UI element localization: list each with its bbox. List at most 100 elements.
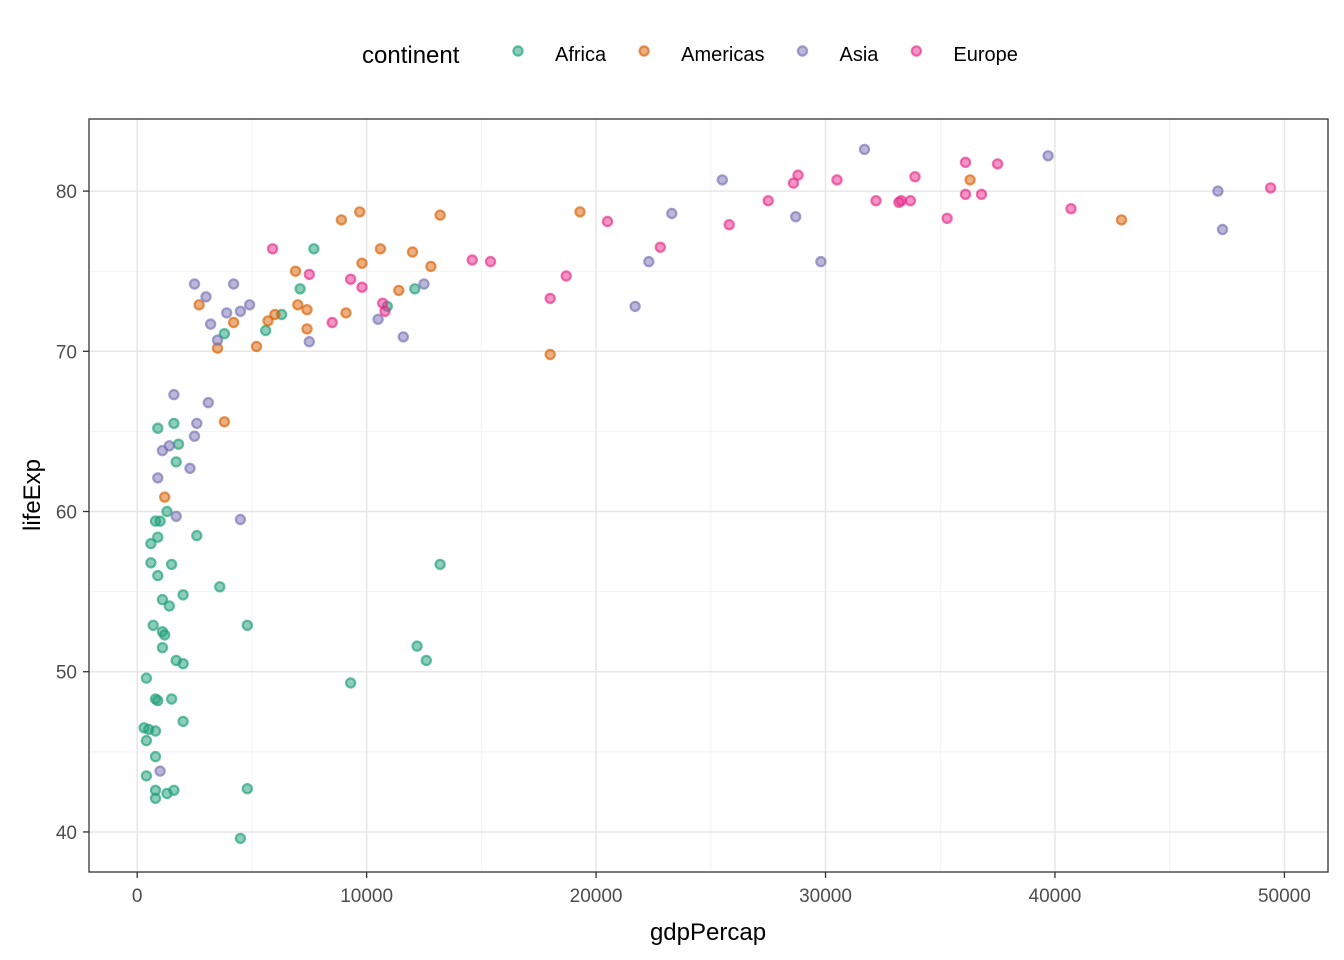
- y-axis: 40 50 60 70 80: [56, 182, 89, 844]
- legend-key-europe: [910, 45, 923, 57]
- legend-label-asia: Asia: [839, 44, 879, 66]
- point-europe: [959, 188, 972, 200]
- point-africa: [149, 725, 162, 737]
- point-europe: [792, 169, 804, 181]
- point-asia: [152, 472, 164, 484]
- x-tick-label: 20000: [570, 886, 623, 907]
- point-asia: [858, 143, 871, 156]
- point-asia: [397, 331, 409, 343]
- point-asia: [156, 444, 169, 457]
- point-europe: [326, 316, 338, 329]
- x-axis: 0 10000 20000 30000 40000 50000: [132, 872, 1311, 907]
- point-europe: [560, 270, 572, 282]
- point-africa: [411, 640, 423, 652]
- point-asia: [188, 278, 201, 290]
- legend-key-africa: [512, 45, 524, 57]
- point-europe: [941, 212, 953, 224]
- point-africa: [420, 654, 432, 667]
- point-europe: [303, 268, 315, 281]
- point-asia: [234, 305, 247, 317]
- legend-label-europe: Europe: [953, 44, 1018, 66]
- point-africa: [152, 569, 164, 582]
- point-americas: [574, 206, 586, 218]
- point-asia: [629, 300, 641, 313]
- point-africa: [156, 642, 169, 654]
- point-asia: [1216, 223, 1229, 236]
- x-tick-label: 30000: [799, 886, 852, 907]
- point-africa: [152, 531, 164, 543]
- legend-item-asia: Asia: [796, 44, 879, 66]
- y-tick-label: 70: [56, 342, 77, 363]
- point-africa: [152, 694, 164, 707]
- point-africa: [177, 589, 189, 601]
- point-africa: [218, 328, 231, 340]
- point-europe: [654, 241, 667, 253]
- point-africa: [434, 558, 446, 571]
- plot-panel-border: [88, 118, 1329, 873]
- legend: continent Africa Americas Asia Europe: [362, 42, 1018, 69]
- point-americas: [335, 214, 348, 226]
- point-asia: [220, 307, 233, 319]
- point-africa: [152, 422, 164, 434]
- legend-key-asia: [796, 45, 809, 57]
- point-americas: [544, 348, 556, 361]
- y-tick-label: 60: [56, 503, 77, 524]
- point-europe: [959, 156, 972, 168]
- point-europe: [601, 215, 614, 228]
- legend-key-americas: [638, 45, 650, 57]
- point-europe: [991, 158, 1004, 170]
- point-asia: [202, 396, 214, 409]
- point-asia: [1042, 150, 1054, 162]
- point-americas: [289, 265, 302, 277]
- point-asia: [184, 462, 196, 474]
- point-americas: [374, 243, 387, 255]
- point-americas: [964, 174, 976, 186]
- y-tick-label: 50: [56, 663, 77, 684]
- point-africa: [170, 456, 182, 468]
- point-europe: [379, 305, 391, 317]
- data-points: [138, 143, 1277, 845]
- point-africa: [149, 792, 162, 805]
- point-asia: [204, 318, 217, 330]
- point-asia: [234, 513, 247, 526]
- x-tick-label: 0: [132, 886, 143, 907]
- point-americas: [218, 416, 231, 428]
- point-africa: [163, 600, 175, 612]
- point-africa: [241, 783, 253, 795]
- point-asia: [227, 278, 240, 290]
- y-tick-label: 40: [56, 823, 77, 844]
- point-africa: [308, 243, 320, 255]
- point-americas: [250, 340, 263, 353]
- point-europe: [895, 194, 907, 207]
- point-asia: [188, 430, 201, 442]
- point-africa: [214, 581, 226, 593]
- point-asia: [666, 207, 678, 220]
- point-africa: [165, 558, 178, 571]
- point-americas: [262, 315, 274, 327]
- point-americas: [434, 209, 446, 221]
- point-africa: [294, 283, 306, 295]
- point-europe: [762, 194, 774, 207]
- point-europe: [1065, 202, 1077, 215]
- point-americas: [301, 304, 313, 316]
- point-europe: [1264, 182, 1277, 194]
- y-tick-label: 80: [56, 182, 77, 203]
- point-asia: [168, 388, 180, 401]
- x-tick-label: 40000: [1029, 886, 1082, 907]
- point-europe: [723, 218, 735, 231]
- point-americas: [406, 246, 419, 258]
- point-africa: [234, 832, 247, 845]
- point-europe: [356, 281, 368, 293]
- point-americas: [356, 257, 368, 269]
- point-africa: [165, 693, 178, 705]
- y-axis-title: lifeExp: [19, 459, 46, 531]
- point-americas: [425, 260, 437, 273]
- point-asia: [211, 334, 224, 346]
- point-africa: [149, 750, 162, 763]
- point-africa: [168, 784, 180, 797]
- point-asia: [815, 255, 827, 268]
- point-asia: [790, 210, 802, 223]
- point-africa: [156, 593, 169, 606]
- point-asia: [243, 299, 256, 311]
- point-africa: [140, 734, 153, 747]
